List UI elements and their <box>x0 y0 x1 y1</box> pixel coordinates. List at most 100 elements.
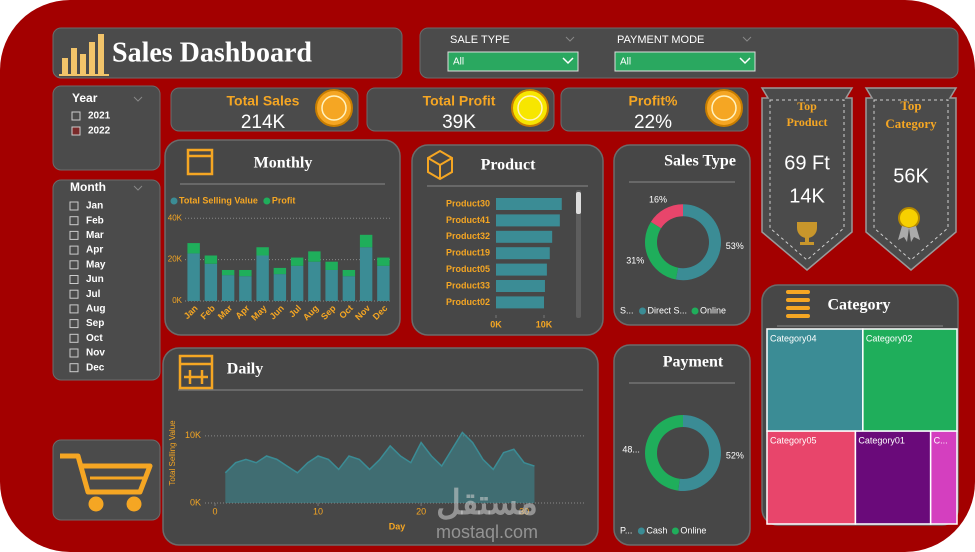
month-option: Nov <box>86 348 105 359</box>
medal-icon <box>898 207 920 229</box>
y-tick-label: Product32 <box>446 231 490 241</box>
chart-title: Sales Type <box>664 153 736 170</box>
checkbox[interactable] <box>69 260 79 270</box>
watermark-latin: mostaql.com <box>436 522 538 542</box>
checkbox[interactable] <box>69 201 79 211</box>
box-icon <box>427 149 453 181</box>
legend-marker <box>637 527 645 535</box>
month-option: May <box>86 259 106 270</box>
bar <box>325 269 338 301</box>
cell-label: Category05 <box>770 435 817 445</box>
checkbox[interactable] <box>69 304 79 314</box>
checkbox[interactable] <box>69 216 79 226</box>
month-option: Dec <box>86 362 105 373</box>
cell-label: Category02 <box>866 333 913 343</box>
filter-dropdown[interactable] <box>614 51 756 72</box>
dropdown-caret <box>562 57 574 65</box>
data-label: 31% <box>626 256 644 266</box>
checkbox[interactable] <box>69 275 79 284</box>
bar <box>187 253 200 301</box>
x-tick-label: 10 <box>313 506 323 516</box>
bar <box>496 263 547 276</box>
year-title: Year <box>72 91 98 105</box>
banner-title: Top <box>900 98 921 113</box>
bar <box>359 247 373 301</box>
kpi-icon-ring <box>517 95 543 121</box>
checkbox[interactable] <box>71 126 81 136</box>
checkbox[interactable] <box>69 363 79 373</box>
checkbox[interactable] <box>69 333 79 343</box>
checkbox[interactable] <box>69 230 79 240</box>
legend-title: S... <box>620 305 634 315</box>
data-label: 53% <box>726 241 744 251</box>
y-tick-label: 20K <box>168 255 183 264</box>
bar <box>221 275 235 301</box>
legend-marker <box>691 307 699 315</box>
kpi-icon-ring <box>711 95 737 121</box>
chart-title: Daily <box>227 361 263 378</box>
filter-label: PAYMENT MODE <box>617 34 704 46</box>
filter-caret <box>742 36 752 42</box>
month-option: Feb <box>86 215 104 226</box>
bar <box>290 257 304 266</box>
calendar-icon <box>178 354 214 390</box>
donut-slice <box>645 415 683 491</box>
month-option: Aug <box>86 304 105 315</box>
y-tick-label: Product05 <box>446 264 490 274</box>
watermark-arabic: مستقل <box>436 484 538 522</box>
stack-icon <box>786 290 810 318</box>
checkbox[interactable] <box>69 319 79 329</box>
year-option: 2021 <box>88 111 111 122</box>
bar <box>308 261 321 301</box>
bar <box>325 261 338 270</box>
legend-marker <box>263 197 271 205</box>
bar <box>256 255 269 301</box>
filter-dropdown[interactable] <box>447 51 579 72</box>
bar <box>204 255 218 264</box>
y-tick-label: 0K <box>190 497 201 507</box>
donut-slice <box>675 204 722 281</box>
bar <box>496 198 562 210</box>
dropdown-caret <box>739 57 751 65</box>
cell-label: C... <box>934 435 948 445</box>
data-label: 52% <box>726 450 744 460</box>
chart-panel <box>613 344 751 546</box>
y-tick-label: Product30 <box>446 198 490 208</box>
checkbox[interactable] <box>69 289 79 299</box>
cell-label: Category04 <box>770 333 817 343</box>
banner-inner <box>873 99 949 261</box>
treemap-cell <box>862 328 958 432</box>
bar <box>496 247 550 260</box>
legend-title: P... <box>620 525 632 535</box>
bar <box>496 296 544 309</box>
banner-inner <box>769 99 845 261</box>
y-tick-label: Product33 <box>446 280 490 290</box>
kpi-card <box>560 87 749 132</box>
filter-value: All <box>453 57 464 68</box>
month-option: Jul <box>86 289 101 300</box>
chart-title: Monthly <box>254 155 313 172</box>
checkbox[interactable] <box>69 245 79 255</box>
legend-label: Profit <box>272 195 296 205</box>
kpi-card <box>170 87 359 132</box>
bar <box>221 269 235 276</box>
kpi-value: 39K <box>442 112 476 133</box>
legend-label: Online <box>700 305 726 315</box>
checkbox[interactable] <box>69 348 79 358</box>
top-product-value: 14K <box>789 185 825 207</box>
area-line <box>224 431 535 474</box>
logo-icon <box>59 34 109 76</box>
x-axis-label: Day <box>389 521 406 531</box>
month-option: Jan <box>86 201 103 212</box>
year-panel <box>52 85 161 171</box>
treemap-cell <box>766 328 864 432</box>
kpi-label: Profit% <box>629 93 679 109</box>
kpi-value: 22% <box>634 112 672 133</box>
kpi-label: Total Sales <box>227 93 300 109</box>
filter-caret <box>565 36 575 42</box>
scrollbar-thumb[interactable] <box>576 192 581 214</box>
legend-label: Total Selling Value <box>179 195 258 205</box>
checkbox[interactable] <box>71 111 81 121</box>
scrollbar[interactable] <box>576 190 581 318</box>
